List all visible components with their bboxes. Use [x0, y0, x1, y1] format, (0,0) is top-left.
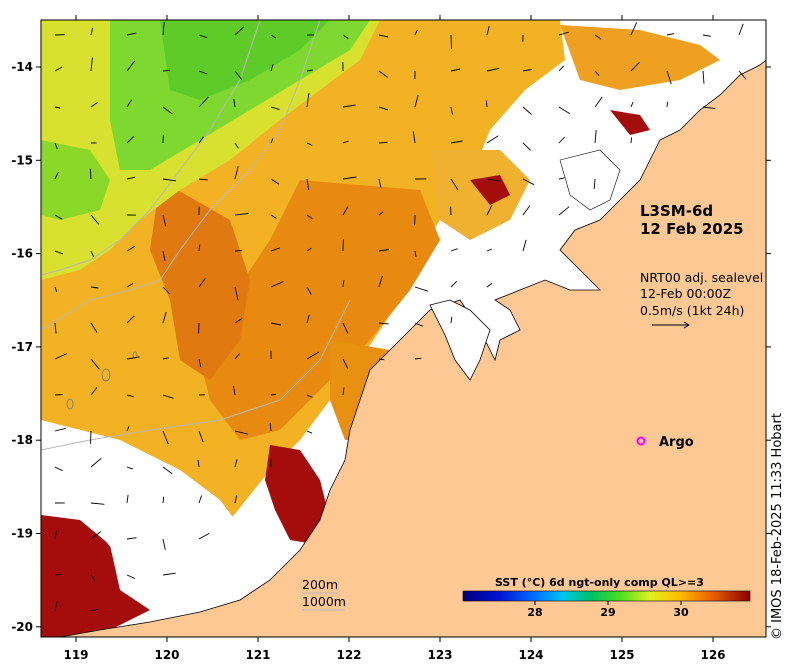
colorbar-tick-label: 28: [527, 606, 542, 619]
y-tick-label: -15: [11, 153, 33, 167]
current-vector: [486, 101, 487, 107]
y-tick-label: -19: [11, 527, 33, 541]
x-tick-label: 124: [518, 648, 543, 662]
y-tick-label: -18: [11, 433, 33, 447]
y-tick-label: -17: [11, 340, 33, 354]
x-tick-label: 120: [154, 648, 179, 662]
y-tick-label: -16: [11, 247, 33, 261]
current-vector: [55, 395, 63, 396]
x-tick-label: 122: [336, 648, 361, 662]
product-date: 12 Feb 2025: [640, 220, 744, 238]
current-vector: [451, 35, 452, 49]
x-tick-label: 119: [63, 648, 88, 662]
sst-map: 119 120 121 122 123 124 125 126 -14 -15 -16 -17 -18…: [0, 0, 810, 672]
current-scale-label: 0.5m/s (1kt 24h): [640, 303, 744, 318]
y-tick-label: -14: [11, 60, 33, 74]
current-time-label: 12-Feb 00:00Z: [640, 286, 731, 301]
isobath-200m-label: 200m: [302, 577, 338, 592]
x-tick-label: 121: [245, 648, 270, 662]
colorbar-tick-label: 30: [673, 606, 689, 619]
product-title: L3SM-6d: [640, 202, 713, 220]
colorbar-title: SST (°C) 6d ngt-only comp QL>=3: [495, 576, 704, 589]
credit-text: © IMOS 18-Feb-2025 11:33 Hobart: [770, 413, 785, 640]
current-vector: [631, 137, 632, 143]
argo-label: Argo: [659, 435, 694, 450]
isobath-1000m-label: 1000m: [302, 594, 346, 609]
colorbar-tick-label: 29: [600, 606, 615, 619]
x-tick-label: 123: [427, 648, 452, 662]
map-field: [41, 20, 766, 637]
colorbar: [463, 591, 750, 601]
current-vector: [667, 102, 668, 107]
x-tick-label: 126: [700, 648, 725, 662]
current-vector: [91, 431, 92, 444]
y-tick-label: -20: [11, 620, 33, 634]
current-source-label: NRT00 adj. sealevel: [640, 270, 763, 285]
x-tick-label: 125: [609, 648, 634, 662]
